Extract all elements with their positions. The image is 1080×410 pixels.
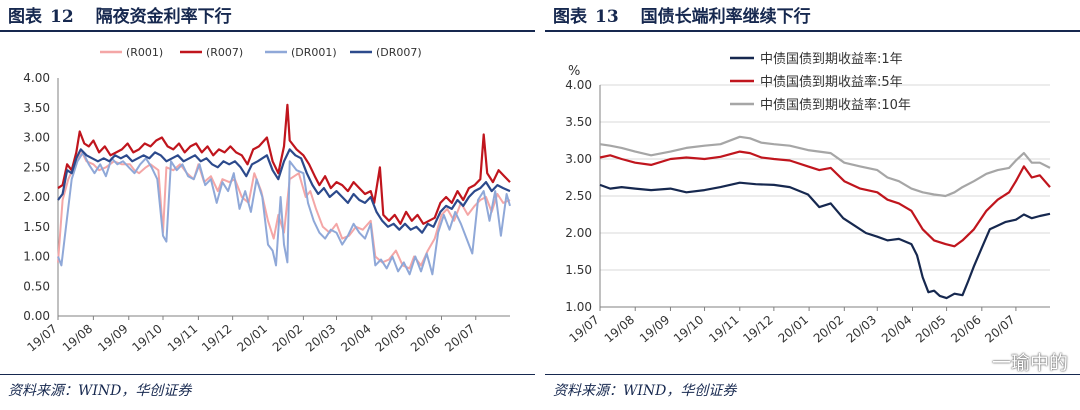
figure-13-title-rule [545, 30, 1080, 32]
watermark-text: 一瑜中的 [991, 352, 1068, 374]
figure-13-number: 13 [595, 7, 619, 27]
x-tick-label: 19/11 [706, 313, 741, 346]
figure-12-number: 12 [50, 7, 74, 27]
x-tick-label: 19/09 [637, 313, 672, 346]
y-tick-label: 3.50 [23, 101, 50, 115]
x-tick-label: 20/06 [408, 322, 443, 355]
x-tick-label: 19/08 [60, 322, 95, 355]
y-tick-label: 1.50 [565, 263, 592, 277]
y-tick-label: 2.50 [565, 189, 592, 203]
figure-12-title-rule [0, 30, 535, 32]
y-tick-label: 0.50 [23, 279, 50, 293]
x-tick-label: 20/03 [844, 313, 879, 346]
x-tick-label: 20/02 [811, 313, 846, 346]
figure-12-title: 图表 12 隔夜资金利率下行 [8, 2, 232, 27]
x-tick-label: 20/05 [373, 322, 408, 355]
series-line-1 [599, 181, 1051, 300]
x-tick-label: 20/04 [338, 322, 373, 355]
figure-12-panel: 图表 12 隔夜资金利率下行 0.00 0.50 1.00 1.50 2.00 2.50 3.0… [0, 0, 535, 410]
y-tick-label: 2.00 [23, 190, 50, 204]
x-tick-label: 20/07 [442, 322, 477, 355]
legend-item: (DR001) [265, 46, 337, 59]
x-tick-label: 19/12 [740, 313, 775, 346]
y-tick-label: 4.00 [565, 78, 592, 92]
y-tick-label: 4.00 [23, 71, 50, 85]
y-tick-label: 3.00 [565, 152, 592, 166]
x-tick-label: 20/02 [270, 322, 305, 355]
figure-13-heading: 国债长端利率继续下行 [640, 7, 811, 27]
legend-item: (R007) [180, 46, 243, 59]
y-tick-label: 1.00 [565, 300, 592, 314]
x-tick-label: 20/06 [948, 313, 983, 346]
y-tick-label: 0.00 [23, 309, 50, 323]
x-tick-label: 19/08 [602, 313, 637, 346]
legend-label: (DR007) [376, 46, 422, 59]
y-tick-label: 2.00 [565, 226, 592, 240]
y-tick-label: 1.50 [23, 220, 50, 234]
legend-label: 中债国债到期收益率:1年 [760, 51, 903, 67]
figure-12-source: 资料来源：WIND，华创证券 [8, 383, 192, 399]
y-tick-label: 2.50 [23, 160, 50, 174]
treasury-yields-chart: 1.001.502.002.503.003.504.00%19/07 19/08 1… [565, 51, 1051, 346]
legend-label: 中债国债到期收益率:10年 [760, 97, 911, 113]
figure-13-prefix: 图表 [553, 7, 587, 27]
x-tick-label: 20/03 [303, 322, 338, 355]
y-tick-label: 1.00 [23, 250, 50, 264]
figure-12-source-rule [0, 374, 535, 375]
series-line-4 [57, 148, 511, 234]
x-tick-label: 20/04 [879, 313, 914, 346]
x-tick-label: 19/09 [95, 322, 130, 355]
series-line-2 [57, 103, 511, 225]
x-tick-label: 19/10 [671, 313, 706, 346]
x-tick-label: 19/07 [24, 322, 59, 355]
x-tick-label: 19/12 [199, 322, 234, 355]
figure-13-source: 资料来源：WIND，华创证券 [553, 383, 737, 399]
legend-label: (DR001) [291, 46, 337, 59]
legend-label: (R001) [126, 46, 163, 59]
legend-item: (DR007) [350, 46, 422, 59]
x-tick-label: 20/05 [913, 313, 948, 346]
x-tick-label: 20/01 [776, 313, 811, 346]
overnight-rates-chart: 0.00 0.50 1.00 1.50 2.00 2.50 3.00 3.50 4.00 19/0… [23, 46, 511, 355]
x-tick-label: 19/07 [566, 313, 601, 346]
figure-12-prefix: 图表 [8, 7, 42, 27]
legend-label: (R007) [206, 46, 243, 59]
figure-13-panel: 图表 13 国债长端利率继续下行 1.00 1.50 2.00 2.50 3.00 3.50 4… [545, 0, 1080, 410]
series-line-3 [599, 135, 1051, 198]
y-axis-unit: % [568, 64, 580, 79]
x-tick-label: 19/11 [165, 322, 200, 355]
y-tick-label: 3.00 [23, 131, 50, 145]
figure-13-source-rule [545, 374, 1080, 375]
x-tick-label: 20/01 [234, 322, 269, 355]
series-line-2 [599, 150, 1051, 248]
legend-item: 中债国债到期收益率:10年 [730, 97, 911, 113]
series-line-3 [57, 151, 511, 276]
y-tick-label: 3.50 [565, 115, 592, 129]
legend-item: 中债国债到期收益率:5年 [730, 74, 903, 90]
series-line-1 [57, 151, 511, 270]
legend-item: (R001) [100, 46, 163, 59]
x-tick-label: 19/10 [129, 322, 164, 355]
figure-13-title: 图表 13 国债长端利率继续下行 [553, 2, 811, 27]
legend-item: 中债国债到期收益率:1年 [730, 51, 903, 67]
legend-label: 中债国债到期收益率:5年 [760, 74, 903, 90]
figure-12-heading: 隔夜资金利率下行 [95, 7, 232, 27]
x-tick-label: 20/07 [982, 313, 1017, 346]
